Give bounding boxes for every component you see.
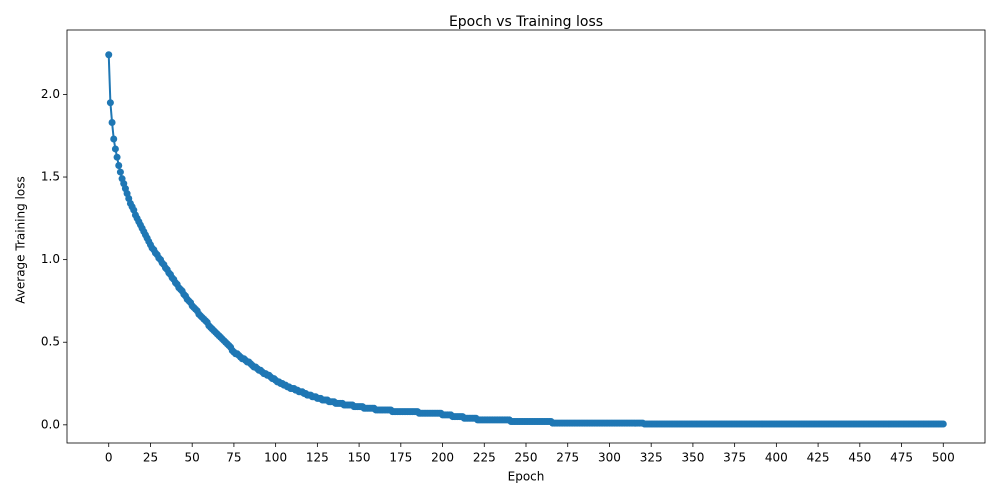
x-tick-label: 0	[105, 451, 113, 465]
y-tick-label: 2.0	[41, 87, 60, 101]
x-tick-label: 400	[765, 451, 788, 465]
x-tick-label: 75	[226, 451, 241, 465]
point	[113, 153, 121, 161]
point	[108, 119, 116, 127]
point	[111, 145, 119, 153]
x-tick-label: 350	[681, 451, 704, 465]
y-tick-label: 1.0	[41, 252, 60, 266]
point	[115, 161, 123, 169]
x-tick-label: 375	[723, 451, 746, 465]
y-tick-label: 0.5	[41, 335, 60, 349]
x-tick-label: 50	[185, 451, 200, 465]
point	[105, 51, 113, 59]
x-tick-label: 25	[143, 451, 158, 465]
x-tick-label: 250	[515, 451, 538, 465]
x-tick-label: 225	[473, 451, 496, 465]
x-tick-label: 325	[640, 451, 663, 465]
x-tick-label: 475	[890, 451, 913, 465]
plot-frame	[66, 29, 986, 444]
x-tick-label: 300	[598, 451, 621, 465]
chart-title: Epoch vs Training loss	[449, 14, 603, 30]
x-tick-label: 150	[348, 451, 371, 465]
x-tick-label: 175	[389, 451, 412, 465]
y-axis-label: Average Training loss	[14, 176, 28, 303]
x-tick-label: 500	[932, 451, 955, 465]
point	[106, 99, 114, 107]
y-tick-label: 1.5	[41, 170, 60, 184]
line	[107, 54, 944, 426]
point	[116, 168, 124, 176]
point	[939, 420, 947, 428]
x-tick-label: 425	[807, 451, 830, 465]
x-axis-label: Epoch	[508, 470, 545, 484]
x-tick-label: 100	[264, 451, 287, 465]
x-tick-label: 125	[306, 451, 329, 465]
x-tick-label: 275	[556, 451, 579, 465]
y-tick-label: 0.0	[41, 417, 60, 431]
x-tick-label: 200	[431, 451, 454, 465]
x-tick-label: 450	[848, 451, 871, 465]
point	[110, 135, 118, 143]
